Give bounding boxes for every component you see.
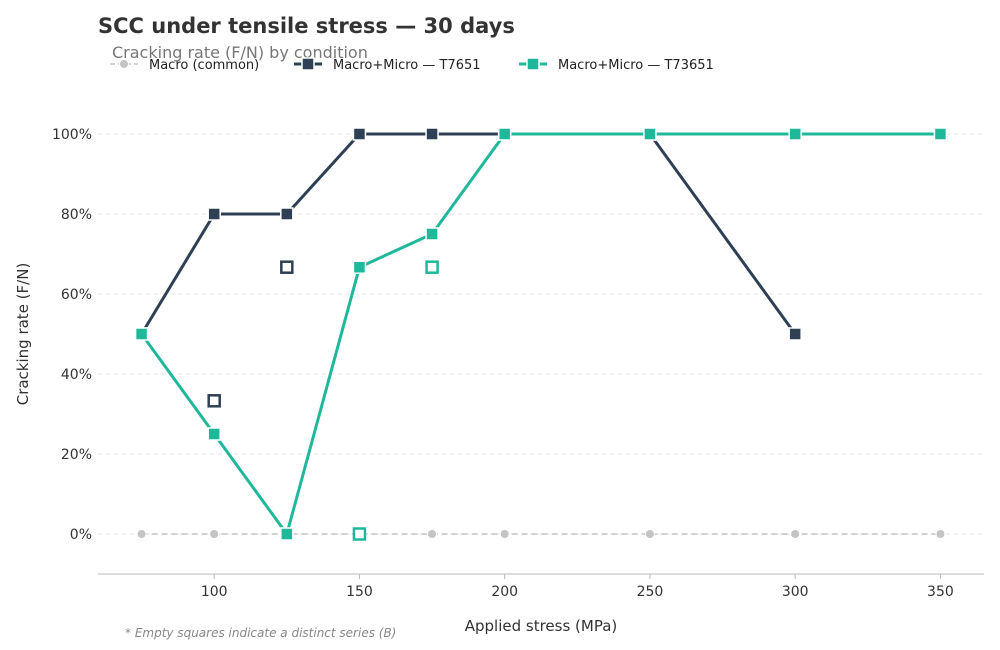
data-point: [644, 529, 655, 539]
x-tick-label: 150: [346, 584, 373, 600]
legend-label: Macro (common): [149, 58, 259, 73]
chart-title: SCC under tensile stress — 30 days: [98, 14, 515, 38]
y-axis-label: Cracking rate (F/N): [14, 263, 32, 406]
legend-marker: [301, 57, 315, 71]
data-point: [280, 527, 294, 541]
data-point: [935, 529, 946, 539]
data-point: [497, 127, 512, 141]
legend-label: Macro+Micro — T7651: [333, 58, 481, 73]
data-point: [425, 227, 439, 241]
data-point: [933, 127, 948, 141]
legend-marker: [119, 59, 129, 69]
series-b-1: [352, 260, 439, 541]
data-point: [207, 427, 221, 441]
legend: Macro (common) Macro+Micro — T7651 Macro+M…: [110, 57, 714, 73]
data-point: [136, 529, 147, 539]
legend-item: Macro+Micro — T7651: [294, 57, 481, 73]
series-2: [134, 127, 948, 541]
series-b-point: [425, 260, 439, 274]
y-tick-label: 80%: [61, 207, 92, 223]
legend-item: Macro (common): [110, 58, 259, 73]
y-tick-label: 0%: [70, 527, 92, 543]
series-b-0: [207, 260, 294, 408]
footnote: * Empty squares indicate a distinct seri…: [125, 626, 396, 640]
x-axis-label: Applied stress (MPa): [465, 617, 618, 635]
data-point: [790, 529, 801, 539]
y-tick-label: 20%: [61, 447, 92, 463]
data-point: [788, 127, 802, 141]
x-tick-label: 200: [491, 584, 518, 600]
data-point: [280, 207, 294, 221]
legend-item: Macro+Micro — T73651: [519, 57, 714, 73]
series-line: [140, 132, 797, 335]
series-layer: [134, 127, 948, 541]
x-tick-label: 250: [637, 584, 664, 600]
series-b-point: [352, 527, 367, 541]
legend-marker: [526, 57, 540, 71]
legend-label: Macro+Micro — T73651: [558, 58, 714, 73]
series-b-point: [280, 260, 294, 274]
data-point: [427, 529, 438, 539]
data-point: [788, 327, 802, 341]
x-tick-label: 100: [201, 584, 228, 600]
series-b-point: [207, 394, 221, 408]
series-1: [134, 127, 802, 341]
axes: 0% 20% 40% 60% 80% 100% 100 150 200 250 300 350: [52, 127, 984, 600]
y-tick-label: 60%: [61, 287, 92, 303]
x-tick-label: 300: [782, 584, 809, 600]
x-tick-label: 350: [927, 584, 954, 600]
data-point: [209, 529, 220, 539]
y-tick-label: 40%: [61, 367, 92, 383]
data-point: [352, 260, 367, 274]
data-point: [207, 207, 221, 221]
y-tick-label: 100%: [52, 127, 92, 143]
data-point: [643, 127, 657, 141]
data-point: [499, 529, 510, 539]
data-point: [425, 127, 439, 141]
data-point: [134, 327, 149, 341]
series-line: [140, 132, 941, 536]
grid: [98, 133, 984, 535]
data-point: [352, 127, 367, 141]
